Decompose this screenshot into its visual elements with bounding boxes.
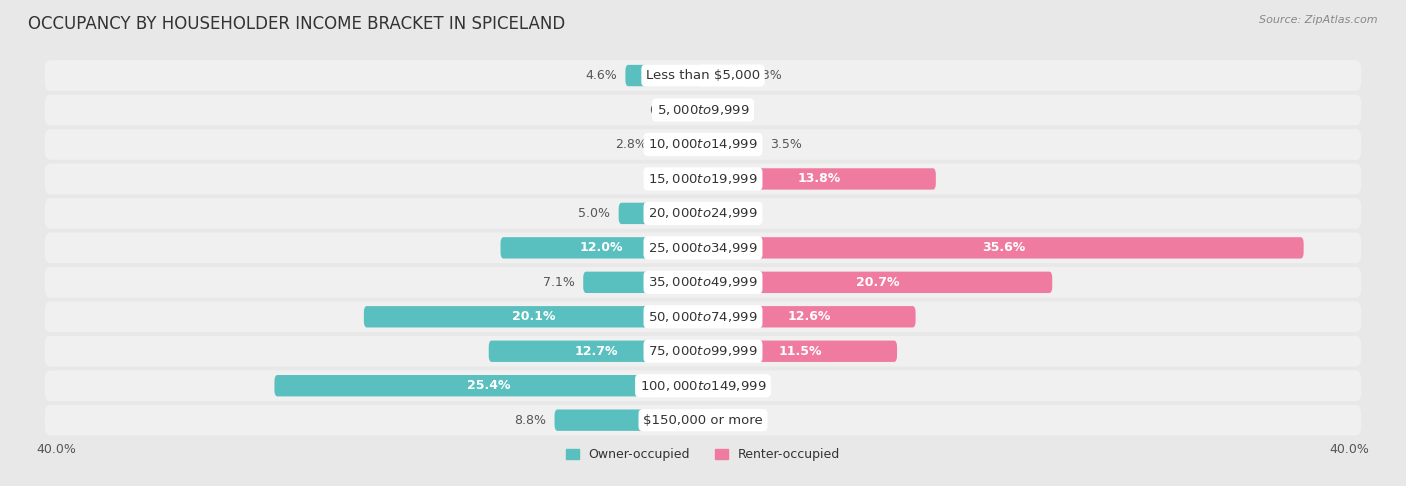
Text: 8.8%: 8.8% (515, 414, 546, 427)
Text: 40.0%: 40.0% (1330, 443, 1369, 455)
FancyBboxPatch shape (703, 134, 762, 155)
Text: 7.1%: 7.1% (543, 276, 575, 289)
Text: $100,000 to $149,999: $100,000 to $149,999 (640, 379, 766, 393)
Text: Source: ZipAtlas.com: Source: ZipAtlas.com (1260, 15, 1378, 25)
FancyBboxPatch shape (703, 306, 915, 328)
FancyBboxPatch shape (489, 341, 703, 362)
FancyBboxPatch shape (697, 99, 703, 121)
FancyBboxPatch shape (703, 272, 1052, 293)
FancyBboxPatch shape (619, 203, 703, 224)
Text: $150,000 or more: $150,000 or more (643, 414, 763, 427)
Text: 12.0%: 12.0% (581, 242, 623, 254)
Text: 12.7%: 12.7% (574, 345, 617, 358)
Text: Less than $5,000: Less than $5,000 (645, 69, 761, 82)
FancyBboxPatch shape (45, 60, 1361, 91)
FancyBboxPatch shape (655, 134, 703, 155)
Text: 20.7%: 20.7% (856, 276, 900, 289)
Text: 0.0%: 0.0% (711, 104, 744, 117)
Text: $75,000 to $99,999: $75,000 to $99,999 (648, 344, 758, 358)
Text: 40.0%: 40.0% (37, 443, 76, 455)
FancyBboxPatch shape (703, 168, 936, 190)
FancyBboxPatch shape (45, 232, 1361, 263)
Text: $35,000 to $49,999: $35,000 to $49,999 (648, 276, 758, 289)
Text: $20,000 to $24,999: $20,000 to $24,999 (648, 207, 758, 220)
Text: $25,000 to $34,999: $25,000 to $34,999 (648, 241, 758, 255)
Text: 11.5%: 11.5% (779, 345, 821, 358)
FancyBboxPatch shape (45, 336, 1361, 366)
FancyBboxPatch shape (703, 375, 717, 397)
FancyBboxPatch shape (45, 301, 1361, 332)
FancyBboxPatch shape (501, 237, 703, 259)
Text: 13.8%: 13.8% (797, 173, 841, 186)
Text: 0.0%: 0.0% (711, 414, 744, 427)
FancyBboxPatch shape (45, 95, 1361, 125)
Text: 0.0%: 0.0% (711, 379, 744, 392)
FancyBboxPatch shape (703, 203, 717, 224)
Text: $5,000 to $9,999: $5,000 to $9,999 (657, 103, 749, 117)
FancyBboxPatch shape (626, 65, 703, 86)
FancyBboxPatch shape (703, 341, 897, 362)
FancyBboxPatch shape (45, 164, 1361, 194)
Text: 0.35%: 0.35% (648, 104, 689, 117)
Text: 20.1%: 20.1% (512, 310, 555, 323)
Text: 3.5%: 3.5% (770, 138, 803, 151)
FancyBboxPatch shape (685, 168, 703, 190)
Legend: Owner-occupied, Renter-occupied: Owner-occupied, Renter-occupied (567, 449, 839, 462)
FancyBboxPatch shape (703, 410, 717, 431)
FancyBboxPatch shape (45, 129, 1361, 160)
FancyBboxPatch shape (703, 99, 717, 121)
Text: 0.0%: 0.0% (711, 207, 744, 220)
FancyBboxPatch shape (583, 272, 703, 293)
FancyBboxPatch shape (45, 198, 1361, 229)
FancyBboxPatch shape (45, 267, 1361, 297)
Text: 2.3%: 2.3% (751, 69, 782, 82)
Text: 2.8%: 2.8% (616, 138, 647, 151)
Text: 12.6%: 12.6% (787, 310, 831, 323)
Text: 1.1%: 1.1% (644, 173, 676, 186)
FancyBboxPatch shape (274, 375, 703, 397)
Text: $10,000 to $14,999: $10,000 to $14,999 (648, 138, 758, 152)
Text: 5.0%: 5.0% (578, 207, 610, 220)
Text: $15,000 to $19,999: $15,000 to $19,999 (648, 172, 758, 186)
FancyBboxPatch shape (703, 237, 1303, 259)
FancyBboxPatch shape (45, 370, 1361, 401)
FancyBboxPatch shape (364, 306, 703, 328)
FancyBboxPatch shape (554, 410, 703, 431)
Text: OCCUPANCY BY HOUSEHOLDER INCOME BRACKET IN SPICELAND: OCCUPANCY BY HOUSEHOLDER INCOME BRACKET … (28, 15, 565, 33)
Text: 35.6%: 35.6% (981, 242, 1025, 254)
FancyBboxPatch shape (45, 405, 1361, 435)
Text: $50,000 to $74,999: $50,000 to $74,999 (648, 310, 758, 324)
Text: 4.6%: 4.6% (585, 69, 617, 82)
FancyBboxPatch shape (703, 65, 742, 86)
Text: 25.4%: 25.4% (467, 379, 510, 392)
